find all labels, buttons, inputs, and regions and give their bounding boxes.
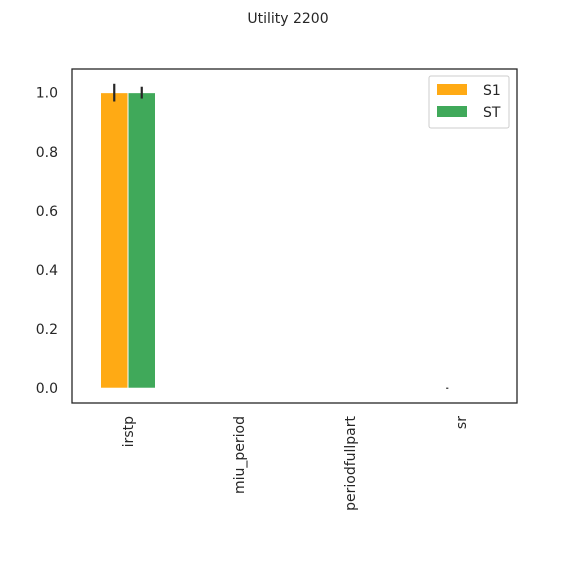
x-axis: irstp miu_period periodfullpart sr — [121, 415, 470, 510]
legend-label-s1: S1 — [483, 83, 501, 99]
y-tick-label: 0.4 — [36, 263, 58, 279]
chart-title: Utility 2200 — [247, 11, 328, 27]
legend-label-st: ST — [483, 105, 501, 121]
legend-swatch-st — [437, 106, 467, 117]
legend-swatch-s1 — [437, 84, 467, 95]
x-tick-label: miu_period — [232, 416, 248, 494]
legend: S1 ST — [428, 75, 510, 129]
bar-s1-irstp — [100, 92, 129, 389]
y-tick-label: 0.6 — [36, 204, 58, 220]
y-tick-label: 0.8 — [36, 145, 58, 161]
y-tick-label: 1.0 — [36, 86, 58, 102]
y-tick-label: 0.2 — [36, 322, 58, 338]
x-tick-label: sr — [454, 416, 470, 429]
x-tick-label: periodfullpart — [343, 415, 359, 510]
x-tick-label: irstp — [121, 416, 137, 447]
plot-area-frame — [71, 68, 518, 404]
y-axis: 0.0 0.2 0.4 0.6 0.8 1.0 — [36, 86, 58, 398]
bars — [100, 83, 449, 389]
bar-st-irstp — [127, 92, 156, 389]
y-tick-label: 0.0 — [36, 381, 58, 397]
